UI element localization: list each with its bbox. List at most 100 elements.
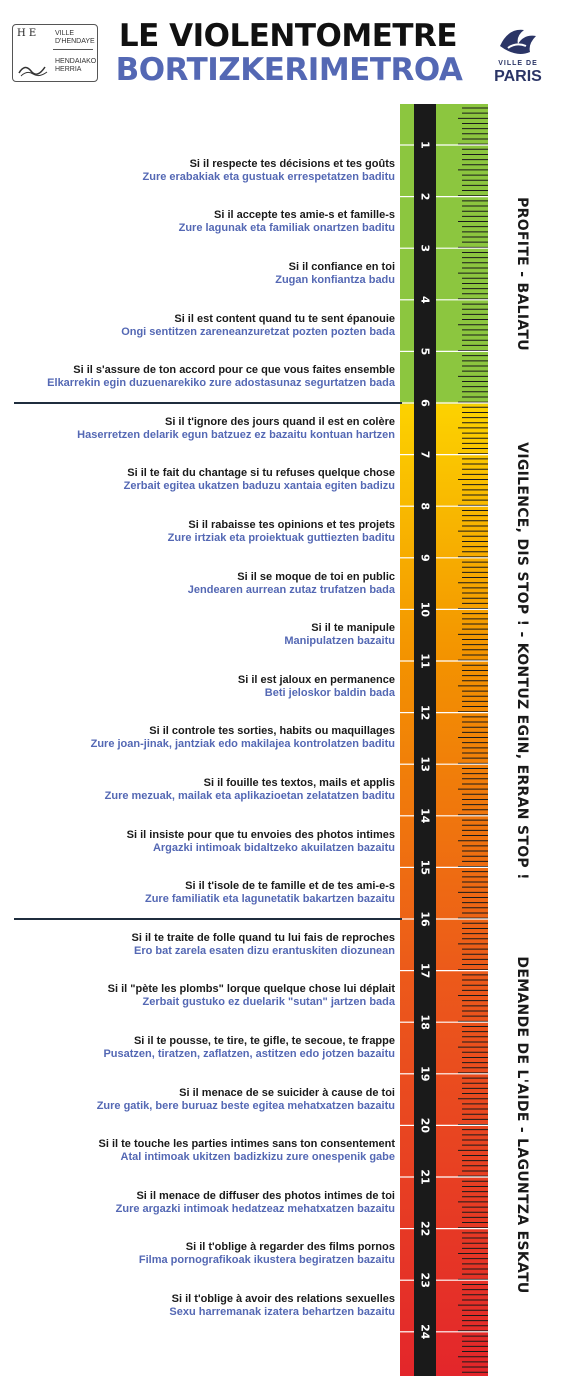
behaviour-text-fr: Si il fouille tes textos, mails et appli… xyxy=(203,777,395,789)
hendaye-logo-divider xyxy=(53,49,93,50)
behaviour-item: Si il te pousse, te tire, te gifle, te s… xyxy=(5,1035,395,1061)
behaviour-item: Si il insiste pour que tu envoies des ph… xyxy=(5,829,395,855)
hendaye-logo-line: HENDAIAKO xyxy=(55,58,97,65)
behaviour-text-fr: Si il confiance en toi xyxy=(288,261,395,273)
behaviour-item: Si il accepte tes amie-s et famille-s Zur… xyxy=(5,209,395,235)
ruler-number: 19 xyxy=(419,1066,432,1081)
ruler-number: 11 xyxy=(419,653,432,668)
behaviour-text-fr: Si il menace de se suicider à cause de t… xyxy=(179,1086,395,1099)
ruler-number: 10 xyxy=(419,602,432,618)
behaviour-text-eu: Zerbait gustuko ez duelarik "sutan" jart… xyxy=(142,996,395,1009)
behaviour-item: Si il t'oblige à regarder des films porn… xyxy=(5,1241,395,1267)
behaviour-text-fr: Si il respecte tes décisions et tes goût… xyxy=(189,157,395,170)
ruler-number-strip xyxy=(414,104,436,1376)
behaviour-text-eu: Zure joan-jinak, jantziak edo makilajea … xyxy=(90,738,395,751)
wave-icon xyxy=(18,66,48,77)
ruler-number: 14 xyxy=(419,808,432,824)
ruler-number: 6 xyxy=(419,399,432,407)
behaviour-text-eu: Zure argazki intimoak hedatzeaz mehatxat… xyxy=(115,1202,395,1215)
hendaye-logo: H E VILLE D'HENDAYE HENDAIAKO HERRIA xyxy=(12,24,98,82)
behaviour-text-eu: Beti jeloskor baldin bada xyxy=(264,686,395,699)
behaviour-text-fr: Si il te manipule xyxy=(311,622,395,635)
ruler-number: 21 xyxy=(419,1169,432,1184)
ruler-number: 5 xyxy=(419,348,432,356)
behaviour-text-eu: Zure mezuak, mailak eta aplikazioetan ze… xyxy=(104,790,395,802)
behaviour-text-fr: Si il controle tes sorties, habits ou ma… xyxy=(149,725,395,738)
behaviour-text-fr: Si il se moque de toi en public xyxy=(237,570,395,583)
behaviour-text-fr: Si il te pousse, te tire, te gifle, te s… xyxy=(133,1035,395,1047)
behaviour-text-eu: Manipulatzen bazaitu xyxy=(284,635,395,648)
ruler-number: 20 xyxy=(419,1118,432,1134)
behaviour-item: Si il controle tes sorties, habits ou ma… xyxy=(5,725,395,751)
behaviour-item: Si il est jaloux en permanence Beti jelos… xyxy=(5,674,395,700)
behaviour-text-fr: Si il "pète les plombs" lorque quelque c… xyxy=(107,983,395,996)
ruler-number: 16 xyxy=(419,911,432,927)
paris-logo-name: PARIS xyxy=(494,68,542,85)
behaviour-item: Si il "pète les plombs" lorque quelque c… xyxy=(5,983,395,1009)
behaviour-text-eu: Pusatzen, tiratzen, zaflatzen, astitzen … xyxy=(103,1048,395,1060)
behaviour-text-eu: Zure familiatik eta lagunetatik bakartze… xyxy=(144,893,395,906)
behaviour-text-fr: Si il insiste pour que tu envoies des ph… xyxy=(126,828,395,841)
behaviour-text-eu: Sexu harremanak izatera behartzen bazait… xyxy=(169,1306,395,1318)
behaviour-item: Si il te manipule Manipulatzen bazaitu xyxy=(5,622,395,648)
ruler-number: 22 xyxy=(419,1221,432,1236)
behaviour-text-eu: Ongi sentitzen zareneanzuretzat pozten p… xyxy=(121,325,395,338)
behaviour-item: Si il t'ignore des jours quand il est en… xyxy=(5,416,395,442)
ruler-number: 13 xyxy=(419,757,432,772)
ruler-number: 24 xyxy=(419,1324,432,1340)
behaviour-text-eu: Zure gatik, bere buruaz beste egitea meh… xyxy=(96,1099,395,1112)
behaviour-item: Si il te fait du chantage si tu refuses … xyxy=(5,467,395,493)
behaviour-text-fr: Si il t'oblige à avoir des relations sex… xyxy=(171,1293,395,1305)
behaviour-text-eu: Zure irtziak eta proiektuak guttiezten b… xyxy=(167,532,395,544)
behaviour-text-eu: Zure lagunak eta familiak onartzen badit… xyxy=(178,222,395,235)
header: H E VILLE D'HENDAYE HENDAIAKO HERRIA LE … xyxy=(0,0,563,100)
behaviour-item: Si il confiance en toi Zugan konfiantza b… xyxy=(5,261,395,287)
ruler-number: 17 xyxy=(419,963,432,978)
ruler-number: 3 xyxy=(419,244,432,252)
ruler-number: 1 xyxy=(419,141,432,149)
behaviour-text-fr: Si il te touche les parties intimes sans… xyxy=(98,1138,395,1151)
behaviour-text-fr: Si il t'oblige à regarder des films porn… xyxy=(185,1241,395,1254)
hendaye-logo-line: VILLE xyxy=(55,30,75,37)
behaviour-item: Si il rabaisse tes opinions et tes proje… xyxy=(5,519,395,545)
hendaye-monogram: H E xyxy=(17,28,37,39)
behaviour-text-fr: Si il te fait du chantage si tu refuses … xyxy=(127,467,395,480)
behaviour-text-eu: Zerbait egitea ukatzen baduzu xantaia eg… xyxy=(123,480,395,493)
ruler-number: 15 xyxy=(419,860,432,875)
behaviour-item: Si il respecte tes décisions et tes goût… xyxy=(5,158,395,184)
behaviour-text-eu: Zugan konfiantza badu xyxy=(275,274,395,286)
hendaye-logo-line: D'HENDAYE xyxy=(55,38,95,45)
behaviour-item: Si il te traite de folle quand tu lui fa… xyxy=(5,932,395,958)
behaviour-text-eu: Atal intimoak ukitzen badizkizu zure one… xyxy=(120,1151,395,1164)
behaviour-text-fr: Si il menace de diffuser des photos inti… xyxy=(136,1189,395,1202)
behaviour-item: Si il s'assure de ton accord pour ce que… xyxy=(5,364,395,390)
behaviour-item: Si il menace de diffuser des photos inti… xyxy=(5,1190,395,1216)
hendaye-logo-line: HERRIA xyxy=(55,66,82,73)
behaviour-text-fr: Si il rabaisse tes opinions et tes proje… xyxy=(188,519,395,531)
behaviour-text-fr: Si il est content quand tu te sent épano… xyxy=(174,312,395,325)
ship-icon xyxy=(500,29,536,54)
zone-separator xyxy=(14,402,402,404)
behaviour-text-fr: Si il t'ignore des jours quand il est en… xyxy=(164,415,395,428)
behaviour-text-eu: Ero bat zarela esaten dizu erantuskiten … xyxy=(133,944,395,957)
ruler-number: 4 xyxy=(419,296,432,304)
behaviour-item: Si il fouille tes textos, mails et appli… xyxy=(5,777,395,803)
behaviour-text-eu: Filma pornografikoak ikustera begiratzen… xyxy=(138,1254,395,1267)
behaviour-item: Si il t'isole de te famille et de tes am… xyxy=(5,880,395,906)
ruler-number: 7 xyxy=(419,451,432,459)
zone-separator xyxy=(14,918,402,920)
ruler-number: 2 xyxy=(419,193,432,201)
paris-logo-ville: VILLE DE xyxy=(498,60,538,67)
behaviour-text-eu: Haserretzen delarik egun batzuez ez baza… xyxy=(77,428,395,441)
behaviour-text-eu: Elkarrekin egin duzuenarekiko zure adost… xyxy=(47,377,395,390)
behaviour-item: Si il est content quand tu te sent épano… xyxy=(5,313,395,339)
ruler-number: 23 xyxy=(419,1273,432,1288)
behaviour-text-fr: Si il t'isole de te famille et de tes am… xyxy=(185,880,395,893)
page-title-basque: BORTIZKERIMETROA xyxy=(115,52,463,88)
behaviour-text-eu: Zure erabakiak eta gustuak errespetatzen… xyxy=(142,170,395,183)
behaviour-item: Si il menace de se suicider à cause de t… xyxy=(5,1087,395,1113)
behaviour-text-fr: Si il est jaloux en permanence xyxy=(237,673,395,686)
ruler-colour-band xyxy=(400,104,488,1376)
behaviour-item: Si il te touche les parties intimes sans… xyxy=(5,1138,395,1164)
